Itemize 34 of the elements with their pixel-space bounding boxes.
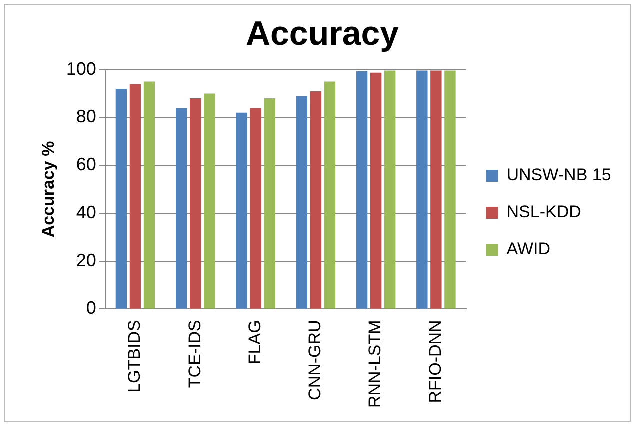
bar <box>310 91 322 309</box>
y-axis-title: Accuracy % <box>38 141 58 238</box>
bar <box>384 70 396 309</box>
bar <box>324 82 336 309</box>
bar <box>264 98 276 309</box>
legend-label: NSL-KDD <box>506 202 582 222</box>
x-tick-label: RFIO-DNN <box>426 320 445 404</box>
x-tick-label: TCE-IDS <box>185 320 204 388</box>
bar <box>430 70 442 309</box>
bar <box>204 94 216 309</box>
bar <box>356 71 368 309</box>
y-tick-label: 40 <box>76 202 96 222</box>
y-tick-label: 60 <box>76 154 96 175</box>
bar <box>444 70 456 309</box>
x-tick-label: CNN-GRU <box>306 320 325 400</box>
x-tick-label: LGTBIDS <box>125 320 144 393</box>
bar <box>250 108 262 309</box>
bar <box>130 84 142 309</box>
bar <box>236 112 248 309</box>
legend-label: AWID <box>506 240 551 259</box>
bar <box>144 82 156 309</box>
x-tick-label: FLAG <box>245 320 264 365</box>
bar <box>370 72 382 309</box>
chart-title: Accuracy <box>246 14 400 53</box>
bar <box>176 108 188 309</box>
x-tick-label: RNN-LSTM <box>366 320 385 408</box>
bar <box>116 88 128 309</box>
bar <box>190 98 202 309</box>
bar <box>416 70 428 309</box>
y-tick-label: 100 <box>66 58 96 79</box>
y-tick-label: 20 <box>76 250 96 270</box>
y-tick-label: 0 <box>86 298 96 318</box>
bar <box>296 96 308 309</box>
y-tick-label: 80 <box>76 106 96 127</box>
